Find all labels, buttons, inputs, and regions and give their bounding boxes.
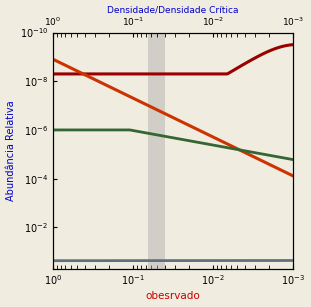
X-axis label: obesrvado: obesrvado (146, 291, 201, 301)
Bar (148, 33, 165, 269)
X-axis label: Densidade/Densidade Crítica: Densidade/Densidade Crítica (108, 6, 239, 14)
Y-axis label: Abundância Relativa: Abundância Relativa (6, 100, 16, 201)
